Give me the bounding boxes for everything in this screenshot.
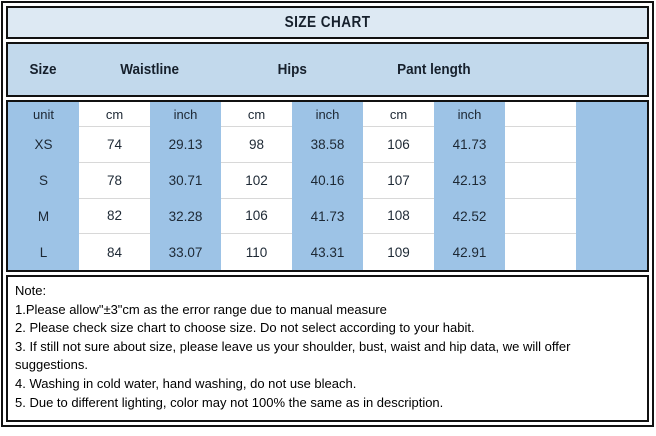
- header-waistline-label: Waistline: [120, 61, 180, 78]
- s-empty-cell: [505, 162, 576, 199]
- m-pant-cm-cell: 108: [363, 198, 434, 235]
- l-hips-inch-cell: 43.31: [292, 234, 363, 270]
- xs-hips-inch-cell: 38.58: [292, 127, 363, 163]
- s-waist-cm-cell: 78: [79, 162, 150, 199]
- m-pant-inch-cell: 42.52: [434, 198, 505, 235]
- m-waist-cm-cell: 82: [79, 198, 150, 235]
- unit-empty-cell: [505, 102, 576, 127]
- header-pant-length-label: Pant length: [397, 61, 471, 78]
- l-empty-cell: [505, 234, 576, 270]
- header-waistline: Waistline: [79, 61, 221, 78]
- unit-hips-cm-cell: cm: [221, 102, 292, 127]
- l-size-cell: L: [8, 234, 79, 270]
- l-waist-cm-cell: 84: [79, 234, 150, 270]
- l-empty-cell: [576, 234, 647, 270]
- unit-hips-inch-cell: inch: [292, 102, 363, 127]
- xs-pant-inch-cell: 41.73: [434, 127, 505, 163]
- m-empty-cell: [505, 198, 576, 235]
- xs-waist-inch-cell: 29.13: [150, 127, 221, 163]
- xs-pant-cm-cell: 106: [363, 127, 434, 163]
- header-hips-label: Hips: [277, 61, 307, 78]
- l-pant-cm-cell: 109: [363, 234, 434, 270]
- xs-empty-cell: [505, 127, 576, 163]
- notes-section: Note: 1.Please allow"±3"cm as the error …: [6, 275, 649, 422]
- l-hips-cm-cell: 110: [221, 234, 292, 270]
- header-size: Size: [8, 61, 79, 78]
- unit-waist-inch-cell: inch: [150, 102, 221, 127]
- xs-hips-cm-cell: 98: [221, 127, 292, 163]
- s-pant-inch-cell: 42.13: [434, 162, 505, 199]
- s-pant-cm-cell: 107: [363, 162, 434, 199]
- s-hips-cm-cell: 102: [221, 162, 292, 199]
- l-pant-inch-cell: 42.91: [434, 234, 505, 270]
- s-size-cell: S: [8, 162, 79, 199]
- s-hips-inch-cell: 40.16: [292, 162, 363, 199]
- column-header-row: Size Waistline Hips Pant length: [6, 42, 649, 97]
- size-table: unit cm inch cm inch cm inch XS 74 29.13…: [6, 100, 649, 272]
- note-item-3: 3. If still not sure about size, please …: [15, 338, 571, 373]
- m-waist-inch-cell: 32.28: [150, 198, 221, 235]
- xs-size-cell: XS: [8, 127, 79, 163]
- unit-waist-cm-cell: cm: [79, 102, 150, 127]
- notes-label: Note:: [15, 283, 47, 298]
- l-waist-inch-cell: 33.07: [150, 234, 221, 270]
- page-title: SIZE CHART: [284, 13, 371, 31]
- title-bar: SIZE CHART: [6, 6, 649, 39]
- unit-pant-cm-cell: cm: [363, 102, 434, 127]
- s-empty-cell: [576, 162, 647, 199]
- note-item-2: 2. Please check size chart to choose siz…: [15, 320, 475, 336]
- note-item-4: 4. Washing in cold water, hand washing, …: [15, 375, 357, 391]
- outer-frame: SIZE CHART Size Waistline Hips Pant leng…: [1, 1, 654, 427]
- header-size-label: Size: [29, 61, 57, 78]
- xs-empty-cell: [576, 127, 647, 163]
- unit-empty-cell: [576, 102, 647, 127]
- note-item-5: 5. Due to different lighting, color may …: [15, 394, 444, 410]
- header-hips: Hips: [221, 61, 363, 78]
- m-size-cell: M: [8, 198, 79, 235]
- m-hips-inch-cell: 41.73: [292, 198, 363, 235]
- unit-pant-inch-cell: inch: [434, 102, 505, 127]
- m-hips-cm-cell: 106: [221, 198, 292, 235]
- unit-label-cell: unit: [8, 102, 79, 127]
- xs-waist-cm-cell: 74: [79, 127, 150, 163]
- s-waist-inch-cell: 30.71: [150, 162, 221, 199]
- m-empty-cell: [576, 198, 647, 235]
- header-pant-length: Pant length: [363, 61, 505, 78]
- note-item-1: 1.Please allow"±3"cm as the error range …: [15, 301, 387, 317]
